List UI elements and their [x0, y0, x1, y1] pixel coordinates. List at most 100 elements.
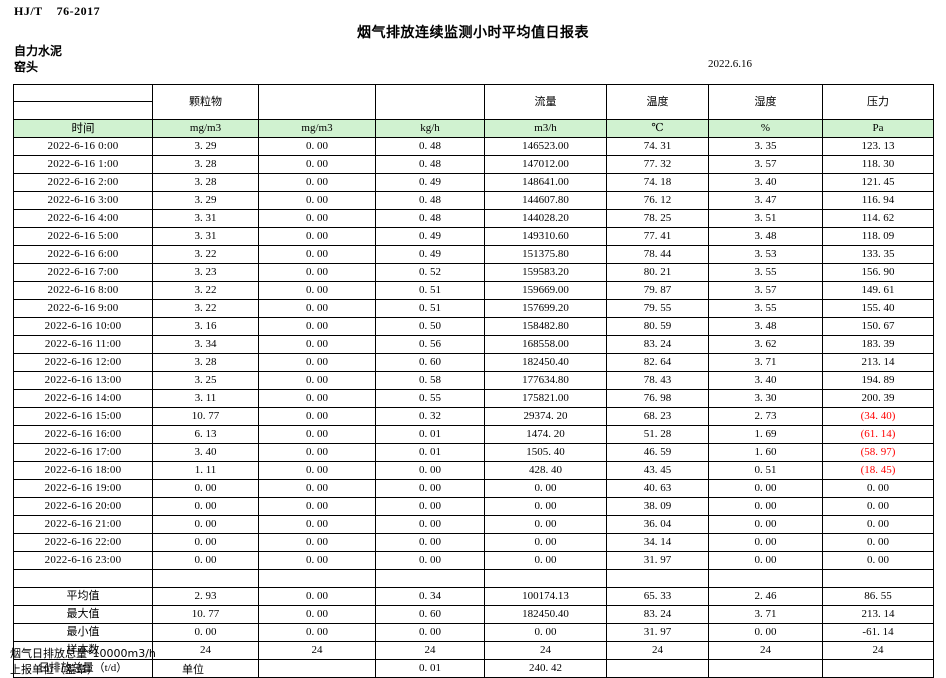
table-row: 2022-6-16 8:00 3. 22 0. 00 0. 51 159669.00 79… — [13, 281, 934, 300]
cell-time: 2022-6-16 0:00 — [13, 137, 153, 156]
cell-c7: 194. 89 — [822, 371, 934, 390]
cell-time: 2022-6-16 19:00 — [13, 479, 153, 498]
cell-c7: 118. 09 — [822, 227, 934, 246]
cell-c4: 1505. 40 — [484, 443, 607, 462]
cell-c6: 2. 73 — [708, 407, 823, 426]
cell-c5: 79. 87 — [606, 281, 709, 300]
cell-c2: 0. 00 — [258, 317, 376, 336]
cell-c2: 0. 00 — [258, 263, 376, 282]
group-header-humidity: 湿度 — [708, 84, 823, 120]
cell-time: 2022-6-16 23:00 — [13, 551, 153, 570]
summary-cell-c3: 0. 60 — [375, 605, 485, 624]
cell-c1: 3. 28 — [152, 353, 259, 372]
cell-c4: 0. 00 — [484, 551, 607, 570]
cell-time: 2022-6-16 7:00 — [13, 263, 153, 282]
cell-c5: 79. 55 — [606, 299, 709, 318]
table-row: 2022-6-16 4:00 3. 31 0. 00 0. 48 144028.20 78… — [13, 209, 934, 228]
cell-time: 2022-6-16 10:00 — [13, 317, 153, 336]
unit-header-3: kg/h — [375, 119, 485, 138]
table-row: 2022-6-16 7:00 3. 23 0. 00 0. 52 159583.20 80… — [13, 263, 934, 282]
cell-c4: 0. 00 — [484, 497, 607, 516]
cell-time: 2022-6-16 17:00 — [13, 443, 153, 462]
table-row: 2022-6-16 19:00 0. 00 0. 00 0. 00 0. 00 40. 6… — [13, 479, 934, 498]
cell-c1: 0. 00 — [152, 533, 259, 552]
footnote-unit: 单位 — [182, 663, 204, 676]
table-body: 2022-6-16 0:00 3. 29 0. 00 0. 48 146523.00 74… — [13, 137, 934, 678]
cell-c3: 0. 48 — [375, 155, 485, 174]
table-row: 2022-6-16 5:00 3. 31 0. 00 0. 49 149310.60 77… — [13, 227, 934, 246]
cell-c4: 168558.00 — [484, 335, 607, 354]
header-split-top — [14, 85, 152, 102]
summary-cell-c4: 182450.40 — [484, 605, 607, 624]
cell-c4: 159669.00 — [484, 281, 607, 300]
summary-cell-c3: 0. 34 — [375, 587, 485, 606]
summary-cell-c2: 24 — [258, 641, 376, 660]
cell-time: 2022-6-16 15:00 — [13, 407, 153, 426]
cell-c6: 0. 00 — [708, 533, 823, 552]
summary-cell-c6: 24 — [708, 641, 823, 660]
unit-header-row: 时间 mg/m3 mg/m3 kg/h m3/h ℃ % Pa — [13, 119, 934, 138]
cell-c7: 183. 39 — [822, 335, 934, 354]
cell-c2: 0. 00 — [258, 479, 376, 498]
cell-c6: 3. 40 — [708, 173, 823, 192]
cell-c4: 0. 00 — [484, 515, 607, 534]
cell-c4: 0. 00 — [484, 533, 607, 552]
cell-c7: 121. 45 — [822, 173, 934, 192]
group-header-particulate: 颗粒物 — [152, 84, 259, 120]
cell-c7: 213. 14 — [822, 353, 934, 372]
table-row: 2022-6-16 16:00 6. 13 0. 00 0. 01 1474. 20 51… — [13, 425, 934, 444]
cell-time: 2022-6-16 5:00 — [13, 227, 153, 246]
cell-c6: 0. 00 — [708, 515, 823, 534]
cell-c5: 74. 31 — [606, 137, 709, 156]
summary-row: 样本数 24 24 24 24 24 24 24 — [13, 641, 934, 660]
cell-c4: 147012.00 — [484, 155, 607, 174]
cell-time: 2022-6-16 21:00 — [13, 515, 153, 534]
spacer-row — [13, 569, 934, 588]
cell-time: 2022-6-16 3:00 — [13, 191, 153, 210]
summary-cell-c6: 0. 00 — [708, 623, 823, 642]
cell-c5: 68. 23 — [606, 407, 709, 426]
table-header: 颗粒物 流量 温度 湿度 压力 时间 mg/m3 mg/m3 kg/h m3/h… — [13, 84, 934, 138]
standard-code-prefix: HJ/T — [14, 4, 43, 18]
cell-c7: (34. 40) — [822, 407, 934, 426]
table-row: 2022-6-16 1:00 3. 28 0. 00 0. 48 147012.00 77… — [13, 155, 934, 174]
cell-c6: 3. 30 — [708, 389, 823, 408]
cell-time: 2022-6-16 4:00 — [13, 209, 153, 228]
cell-c1: 0. 00 — [152, 551, 259, 570]
cell-c1: 0. 00 — [152, 515, 259, 534]
cell-c6: 3. 55 — [708, 299, 823, 318]
cell-c1: 3. 31 — [152, 209, 259, 228]
summary-row: 最大值 10. 77 0. 00 0. 60 182450.40 83. 24 3. 71 2… — [13, 605, 934, 624]
cell-c7: 149. 61 — [822, 281, 934, 300]
standard-code: HJ/T 76-2017 — [14, 4, 100, 19]
cell-c6: 3. 35 — [708, 137, 823, 156]
table-row: 2022-6-16 18:00 1. 11 0. 00 0. 00 428. 40 43.… — [13, 461, 934, 480]
cell-c2: 0. 00 — [258, 443, 376, 462]
summary-cell-c2: 0. 00 — [258, 605, 376, 624]
summary-cell-c2: 0. 00 — [258, 587, 376, 606]
cell-c6: 0. 00 — [708, 551, 823, 570]
unit-header-6: % — [708, 119, 823, 138]
cell-c6: 3. 51 — [708, 209, 823, 228]
cell-c3: 0. 49 — [375, 245, 485, 264]
summary-label: 平均值 — [13, 587, 153, 606]
cell-c3: 0. 51 — [375, 299, 485, 318]
cell-c4: 177634.80 — [484, 371, 607, 390]
cell-c7: 150. 67 — [822, 317, 934, 336]
cell-c1: 3. 28 — [152, 173, 259, 192]
spacer-cell — [822, 569, 934, 588]
table-row: 2022-6-16 2:00 3. 28 0. 00 0. 49 148641.00 74… — [13, 173, 934, 192]
cell-c5: 77. 32 — [606, 155, 709, 174]
cell-c3: 0. 49 — [375, 173, 485, 192]
cell-c5: 36. 04 — [606, 515, 709, 534]
cell-time: 2022-6-16 16:00 — [13, 425, 153, 444]
group-header-blank-2 — [258, 84, 376, 120]
table-row: 2022-6-16 6:00 3. 22 0. 00 0. 49 151375.80 78… — [13, 245, 934, 264]
summary-cell-c3: 24 — [375, 641, 485, 660]
summary-cell-c4: 240. 42 — [484, 659, 607, 678]
summary-row: 平均值 2. 93 0. 00 0. 34 100174.13 65. 33 2. 46 86… — [13, 587, 934, 606]
summary-cell-c1: 0. 00 — [152, 623, 259, 642]
footnote-total-emission: 烟气日排放总量*10000m3/h — [10, 647, 156, 660]
cell-c5: 76. 12 — [606, 191, 709, 210]
summary-cell-c5: 83. 24 — [606, 605, 709, 624]
